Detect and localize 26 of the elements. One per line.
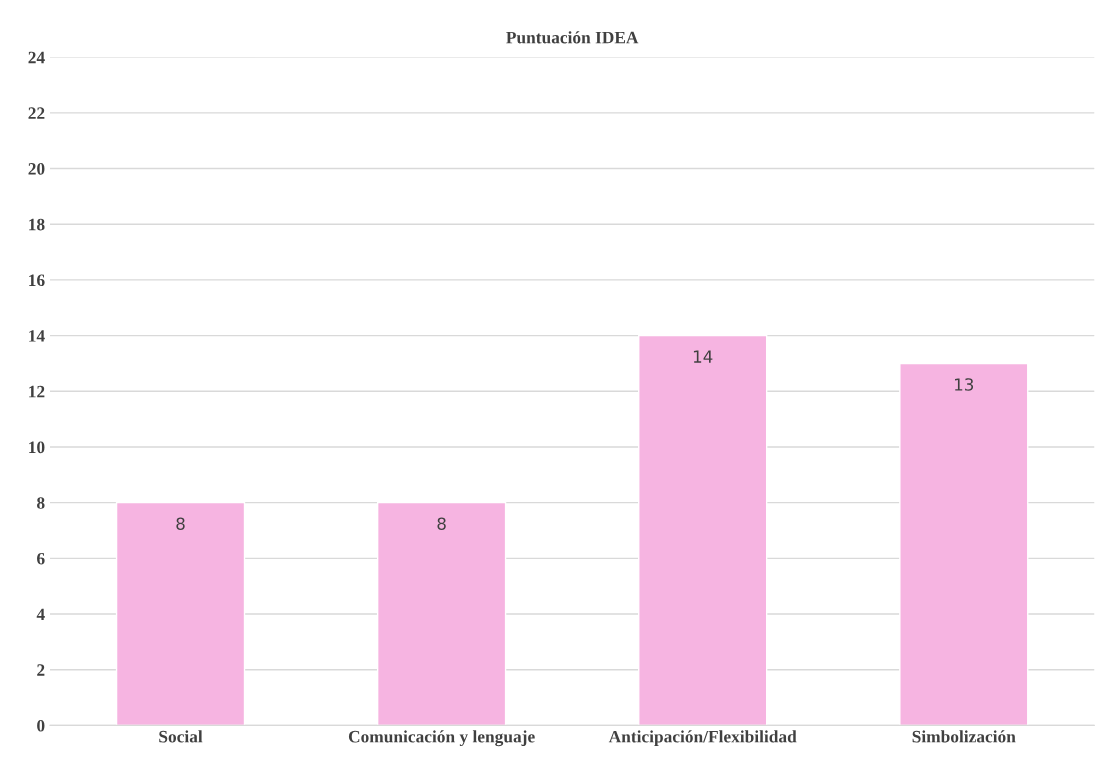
y-tick-label: 6 bbox=[37, 552, 45, 565]
bar bbox=[899, 362, 1029, 726]
y-tick-label: 18 bbox=[29, 218, 45, 231]
y-tick-label: 0 bbox=[37, 719, 45, 732]
data-label: 14 bbox=[693, 350, 713, 363]
x-tick-label: Anticipación/Flexibilidad bbox=[608, 730, 797, 747]
x-tick-label: Comunicación y lenguaje bbox=[348, 730, 535, 747]
bar bbox=[638, 334, 768, 726]
data-label: 8 bbox=[176, 517, 185, 530]
y-tick-label: 10 bbox=[29, 441, 45, 454]
y-tick-label: 16 bbox=[29, 274, 45, 287]
bar bbox=[115, 501, 246, 726]
x-tick-label: Social bbox=[159, 730, 203, 743]
y-tick-label: 8 bbox=[37, 497, 45, 509]
y-tick-label: 12 bbox=[29, 385, 45, 398]
y-tick-label: 14 bbox=[29, 330, 45, 342]
data-label: 8 bbox=[437, 517, 446, 530]
data-label: 13 bbox=[955, 378, 974, 391]
bar bbox=[376, 501, 507, 726]
y-tick-label: 2 bbox=[37, 664, 45, 676]
y-tick-label: 20 bbox=[28, 163, 45, 175]
y-tick-label: 24 bbox=[28, 51, 45, 64]
chart-title: Puntuación IDEA bbox=[506, 31, 639, 44]
x-tick-label: Simbolización bbox=[912, 730, 1016, 743]
y-tick-label: 4 bbox=[36, 608, 45, 621]
y-tick-label: 22 bbox=[28, 107, 45, 119]
